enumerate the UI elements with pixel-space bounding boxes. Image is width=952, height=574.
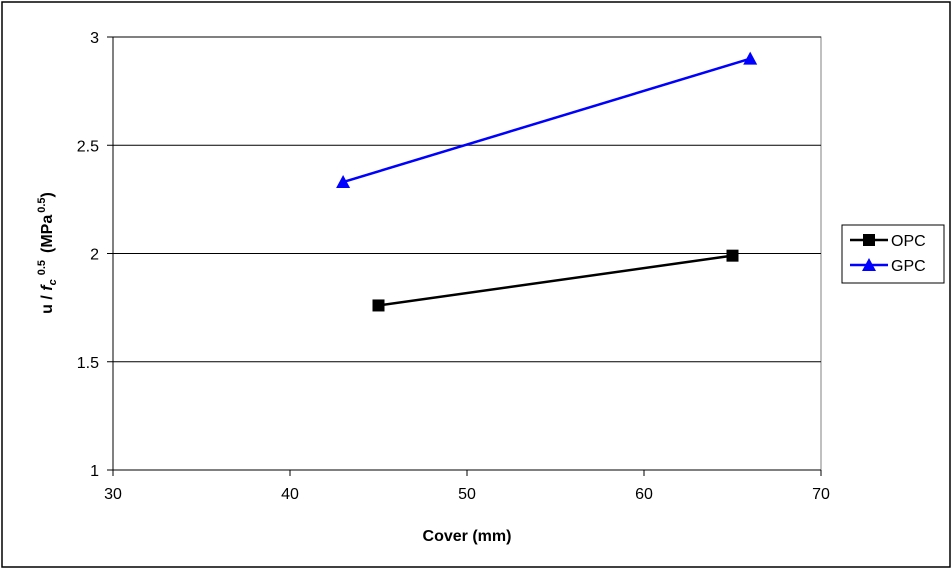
y-tick-label: 2 [90, 247, 99, 264]
series-gpc [336, 51, 758, 189]
y-axis-label-units: (MPa [39, 215, 56, 253]
series-line-gpc [342, 57, 751, 184]
legend-items: OPC GPC [850, 233, 926, 275]
data-point-opc [372, 299, 385, 312]
x-tick-label: 30 [104, 486, 122, 503]
y-tick-label: 3 [90, 30, 99, 47]
legend-box [841, 224, 945, 284]
x-tick-label: 70 [812, 486, 830, 503]
y-axis-label-units-exp: 0.5 [36, 197, 48, 212]
y-axis-label-exp: 0.5 [36, 260, 48, 275]
y-tick-label: 1 [90, 463, 99, 480]
series-line-opc [378, 254, 733, 307]
legend: OPC GPC [841, 224, 945, 284]
x-tick-label: 40 [281, 486, 299, 503]
series-group [336, 51, 758, 312]
y-axis-label-units-close: ) [39, 192, 56, 197]
legend-label-opc: OPC [891, 233, 926, 250]
x-tick-label: 60 [635, 486, 653, 503]
y-tick-label: 1.5 [77, 355, 99, 372]
data-point-opc [726, 249, 739, 262]
legend-item-gpc: GPC [850, 258, 926, 275]
x-axis-label: Cover (mm) [423, 528, 512, 545]
y-axis-label-main: u / [39, 291, 56, 314]
data-point-gpc [743, 51, 758, 65]
x-tick-label: 50 [458, 486, 476, 503]
legend-label-gpc: GPC [891, 258, 926, 275]
data-point-gpc [336, 175, 351, 189]
y-axis-label: u / fc 0.5 (MPa 0.5) [36, 192, 59, 314]
legend-marker-opc [863, 234, 875, 246]
series-opc [372, 249, 739, 312]
legend-item-opc: OPC [850, 233, 926, 250]
y-tick-label: 2.5 [77, 138, 99, 155]
y-axis-label-fc: f [39, 284, 56, 291]
y-axis-label-fc-sub: c [47, 279, 59, 285]
legend-marker-gpc [862, 258, 876, 271]
axes: 30 40 50 60 70 1 1.5 2 2.5 3 [77, 30, 830, 503]
